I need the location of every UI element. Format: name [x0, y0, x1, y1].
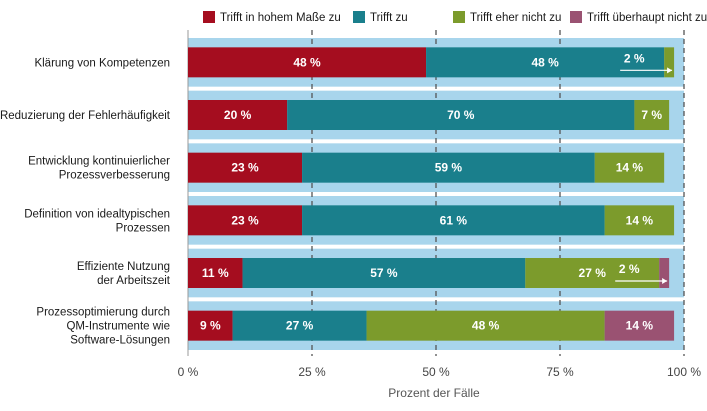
bar-segment [594, 152, 665, 183]
bar-segment [302, 152, 595, 183]
category-label: QM-Instrumente wie [66, 321, 170, 333]
category-label: der Arbeitszeit [97, 275, 171, 287]
legend: Trifft in hohem Maße zu Trifft zu Trifft e… [203, 11, 707, 24]
data-label: 48 % [293, 55, 321, 69]
x-tick-label: 0 % [178, 365, 199, 379]
bar-segment [232, 310, 367, 341]
bar-segment [426, 47, 665, 78]
data-label: 14 % [626, 319, 654, 333]
legend-swatch [570, 11, 582, 23]
data-label: 9 % [200, 319, 221, 333]
category-labels: Klärung von Kompetenzen Reduzierung der F… [0, 57, 171, 346]
bar-segment [188, 152, 303, 183]
x-tick-label: 50 % [422, 365, 450, 379]
bars: 48 % 48 % 2 % 20 % 70 % 7 % 23 % 59 % 14 % 23 % 61… [188, 47, 675, 341]
data-label: 23 % [231, 213, 259, 227]
x-tick-label: 25 % [298, 365, 326, 379]
legend-label: Trifft in hohem Maße zu [220, 12, 341, 24]
category-label: Klärung von Kompetenzen [34, 57, 170, 69]
legend-swatch [203, 11, 215, 23]
legend-swatch [453, 11, 465, 23]
data-label: 27 % [579, 266, 607, 280]
data-label: 7 % [641, 108, 662, 122]
bar-segment [188, 310, 233, 341]
data-label: 27 % [286, 319, 314, 333]
x-tick-label: 75 % [546, 365, 574, 379]
bar-segment [634, 100, 670, 130]
category-label: Prozessoptimierung durch [36, 307, 170, 319]
bar-segment [659, 258, 670, 288]
legend-label: Trifft eher nicht zu [470, 12, 561, 24]
bar-segment [604, 310, 675, 341]
x-tick-label: 100 % [667, 365, 701, 379]
data-label: 2 % [624, 51, 645, 65]
category-label: Software-Lösungen [70, 335, 170, 347]
bar-segment [242, 258, 526, 288]
bar-segment [366, 310, 605, 341]
data-label: 59 % [435, 161, 463, 175]
data-label: 70 % [447, 108, 475, 122]
category-label: Prozessverbesserung [59, 170, 170, 182]
data-label: 20 % [224, 108, 252, 122]
data-label: 2 % [619, 262, 640, 276]
category-label: Effiziente Nutzung [77, 261, 170, 273]
bar-segment [302, 205, 605, 236]
gridlines [187, 30, 685, 356]
data-label: 57 % [370, 266, 398, 280]
bar-segment [287, 100, 635, 130]
x-axis: 0 % 25 % 50 % 75 % 100 % Prozent der Fälle [178, 365, 702, 400]
bar-segment [604, 205, 675, 236]
legend-label: Trifft zu [370, 12, 408, 24]
bar-segment [188, 100, 288, 130]
category-label: Reduzierung der Fehlerhäufigkeit [0, 110, 171, 122]
category-label: Definition von idealtypischen [24, 208, 170, 220]
bar-segment [188, 205, 303, 236]
label-arrowhead [662, 278, 668, 284]
data-label: 48 % [472, 319, 500, 333]
bar-segment [664, 47, 675, 78]
data-label: 11 % [202, 266, 229, 280]
data-label: 23 % [231, 161, 259, 175]
data-label: 14 % [626, 213, 654, 227]
data-label: 14 % [616, 161, 644, 175]
label-arrowhead [667, 67, 673, 74]
bar-segment [188, 258, 243, 288]
data-label: 61 % [440, 213, 468, 227]
category-label: Prozessen [116, 222, 170, 234]
legend-label: Trifft überhaupt nicht zu [587, 12, 707, 24]
legend-swatch [353, 11, 365, 23]
data-label: 48 % [531, 55, 559, 69]
bar-segment [188, 47, 427, 78]
category-label: Entwicklung kontinuierlicher [28, 156, 170, 168]
x-axis-title: Prozent der Fälle [388, 386, 480, 400]
bar-segment [525, 258, 660, 288]
